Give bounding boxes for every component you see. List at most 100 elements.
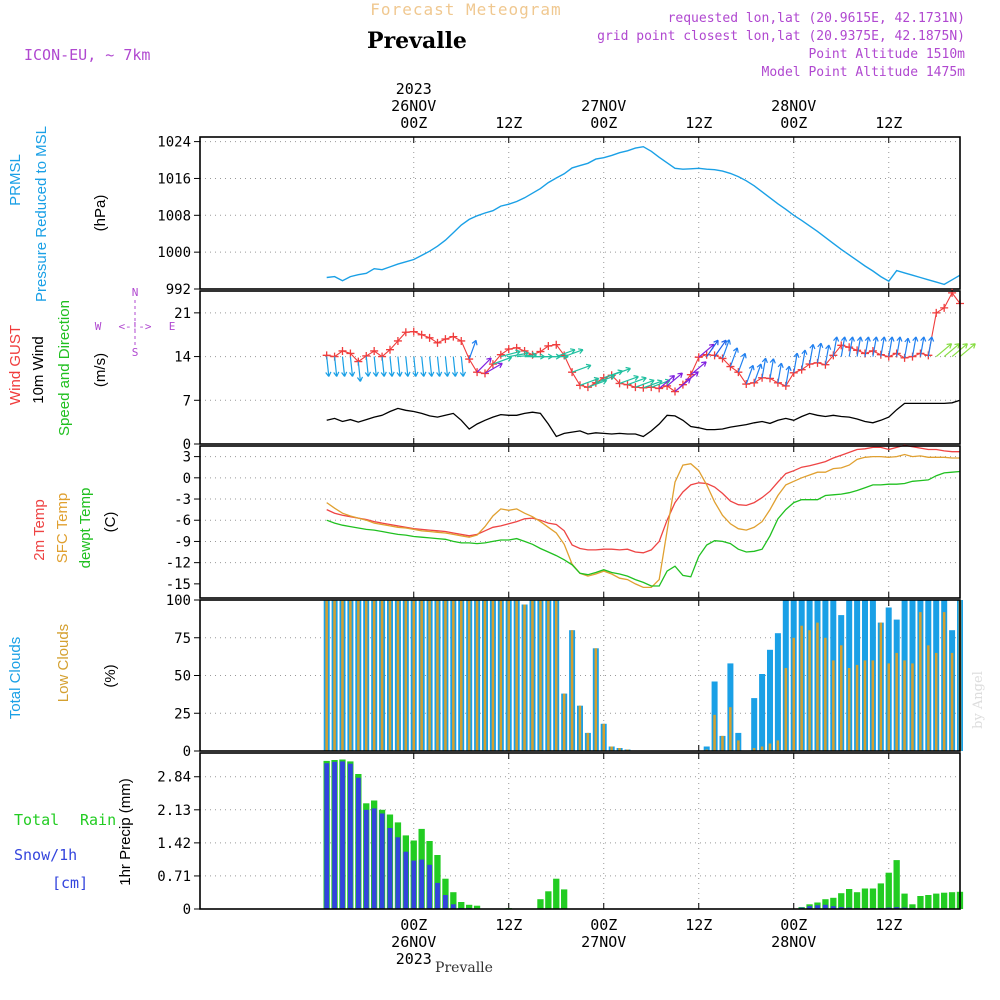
wind-label: 10m Wind [30,336,47,404]
low-cloud-bar [903,660,906,751]
wind-direction-arrow [349,356,356,377]
low-cloud-bar [879,622,883,751]
wind-direction-arrow [769,358,776,379]
gust-marker [948,288,957,297]
gust-marker [481,369,489,378]
top-time-label: 12Z [495,114,522,132]
snow-bar [403,851,409,909]
low-cloud-bar [871,660,875,751]
wind-direction-arrow [484,362,503,374]
top-time-label: 26NOV [391,97,436,115]
top-time-label: 00Z [780,114,807,132]
low-cloud-bar [832,660,835,751]
snow-bar [395,837,401,909]
low-cloud-bar [507,600,510,751]
temp-unit: (C) [102,512,119,533]
bottom-time-label: 12Z [685,916,712,934]
wind-direction-arrow [737,352,747,373]
wind-direction-arrow [579,376,600,386]
low-cloud-bar [610,746,613,751]
wind-direction-arrow [729,347,739,367]
wind-direction-arrow [911,336,919,357]
y-tick-label: 2.84 [157,770,191,786]
gust-marker [718,354,727,363]
low-cloud-bar [816,622,819,751]
wind-direction-arrow [325,356,332,377]
y-tick-label: 50 [174,669,191,685]
total-clouds-label: Total Clouds [7,637,24,720]
wind-direction-arrow [444,356,451,377]
wind-direction-arrow [372,356,379,377]
panel-frame [199,752,961,910]
wind-direction-arrow [793,352,800,373]
wind-direction-arrow [611,366,631,376]
wind-direction-arrow [872,336,879,357]
wind-direction-arrow [888,336,895,357]
wind-direction-arrow [848,336,855,357]
panel-frame [199,599,961,752]
snow-bar [815,905,820,909]
wind-direction-arrow [864,336,871,357]
snow-bar [356,777,361,909]
low-cloud-bar [792,637,795,752]
point-altitude: Point Altitude 1510m [808,47,965,62]
y-tick-label: 0 [183,437,191,453]
temp-dewpoint-label: dewpt Temp [77,488,94,569]
snow-bar [340,761,345,909]
low-cloud-bar [341,600,344,751]
y-tick-label: 14 [174,350,191,366]
gust-marker [401,328,410,337]
top-time-label: 27NOV [581,97,626,115]
gust-marker [750,378,759,387]
low-cloud-bar [404,600,408,751]
wind-direction-arrow [753,363,763,384]
wind-direction-arrow [500,349,521,358]
low-cloud-bar [539,600,542,751]
rain-bar [838,893,845,909]
bottom-time-label: 00Z [780,916,807,934]
wind-speed-line [326,399,961,438]
wind-direction-arrow [563,348,584,358]
total-cloud-bar [703,746,710,751]
snow-bar [348,763,353,909]
low-cloud-bar [349,600,352,751]
wind-direction-arrow [824,344,832,365]
wind-direction-arrow [364,356,372,377]
temp-2m-line [326,444,960,554]
y-tick-label: 2.13 [157,803,191,819]
precip-snow-unit: [cm] [52,874,88,892]
low-cloud-bar [847,668,851,751]
top-time-label: 12Z [875,114,902,132]
low-cloud-bar [372,600,376,751]
y-tick-label: 1024 [157,135,191,151]
low-cloud-bar [768,743,772,751]
y-tick-label: 7 [183,393,191,409]
low-cloud-bar [357,600,360,751]
snow-bar [823,904,828,909]
gust-marker [932,308,941,317]
wind-direction-arrow [816,342,824,363]
snow-bar [807,906,812,909]
gust-marker [346,349,355,358]
panel-frame [199,136,961,290]
snow-bar [363,809,369,909]
y-tick-label: 1008 [157,208,191,224]
snow-bar [838,907,844,909]
wind-direction-arrow [436,356,443,377]
y-tick-label: -6 [174,513,191,529]
wind-direction-arrow [468,339,478,360]
low-cloud-bar [365,600,368,751]
snow-bar [419,859,425,909]
gust-label: Wind GUST [7,325,24,405]
rain-bar [877,883,884,909]
rain-bar [537,899,544,909]
wind-direction-arrow [571,363,592,373]
gust-marker [702,350,711,359]
low-cloud-bar [887,663,890,751]
wind-direction-arrow [919,336,927,357]
rain-bar [434,855,441,909]
y-tick-label: 0 [183,902,191,918]
pressure-line [326,145,961,286]
pressure-unit: (hPa) [92,195,109,232]
low-cloud-bar [562,693,566,751]
